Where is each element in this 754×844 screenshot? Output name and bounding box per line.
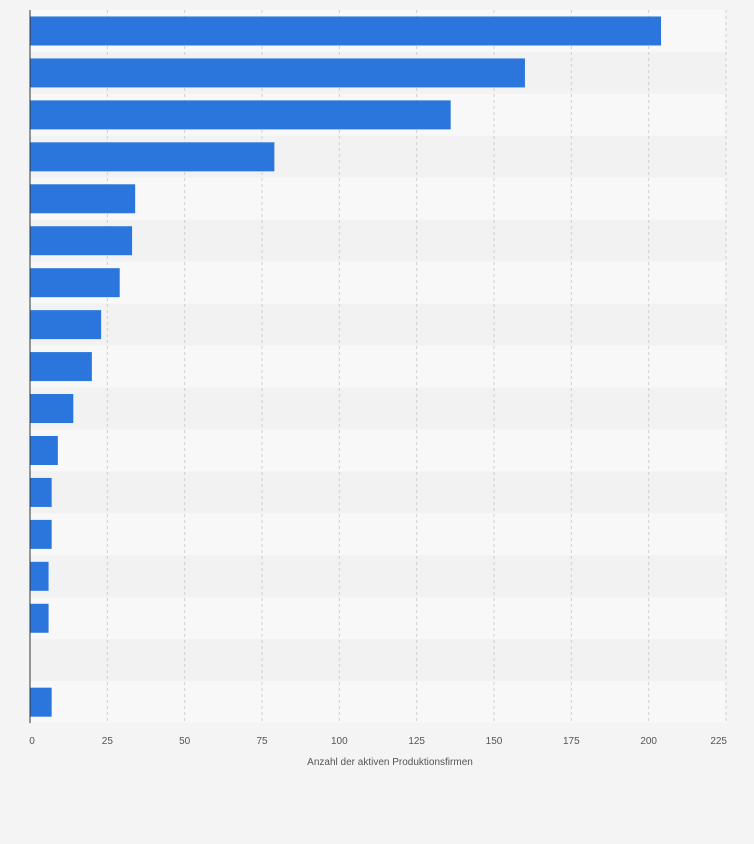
bar bbox=[30, 184, 136, 214]
row-band bbox=[30, 345, 726, 388]
bar bbox=[30, 100, 451, 130]
bar bbox=[30, 394, 74, 424]
bar bbox=[30, 58, 525, 88]
bar bbox=[30, 16, 662, 46]
bar bbox=[30, 435, 58, 465]
x-tick-label: 50 bbox=[179, 736, 191, 747]
x-tick-label: 0 bbox=[29, 736, 35, 747]
x-tick-label: 225 bbox=[710, 736, 727, 747]
row-band bbox=[30, 513, 726, 556]
row-band bbox=[30, 261, 726, 304]
row-band bbox=[30, 597, 726, 640]
x-tick-label: 100 bbox=[331, 736, 348, 747]
row-band bbox=[30, 639, 726, 682]
bar bbox=[30, 142, 275, 172]
bars bbox=[30, 16, 662, 717]
x-tick-label: 200 bbox=[640, 736, 657, 747]
x-tick-label: 125 bbox=[408, 736, 425, 747]
gridlines bbox=[106, 10, 727, 724]
x-tick-label: 150 bbox=[486, 736, 503, 747]
bar bbox=[30, 561, 49, 591]
row-band bbox=[30, 219, 726, 262]
bar bbox=[30, 477, 52, 507]
row-band bbox=[30, 555, 726, 598]
row-band bbox=[30, 471, 726, 514]
bar bbox=[30, 226, 133, 256]
x-tick-label: 75 bbox=[256, 736, 268, 747]
row-band bbox=[30, 387, 726, 430]
row-band bbox=[30, 177, 726, 220]
x-tick-label: 175 bbox=[563, 736, 580, 747]
row-bands bbox=[30, 10, 726, 724]
bar bbox=[30, 352, 92, 382]
bar bbox=[30, 268, 120, 298]
bar bbox=[30, 310, 102, 340]
x-axis-ticks: 0 25 50 75 100 125 150 175 200 225 bbox=[29, 736, 727, 747]
x-tick-label: 25 bbox=[102, 736, 114, 747]
row-band bbox=[30, 303, 726, 346]
bar bbox=[30, 603, 49, 633]
row-band bbox=[30, 681, 726, 724]
bar bbox=[30, 687, 52, 717]
bar bbox=[30, 519, 52, 549]
row-band bbox=[30, 429, 726, 472]
x-axis-title: Anzahl der aktiven Produktionsfirmen bbox=[307, 757, 473, 768]
